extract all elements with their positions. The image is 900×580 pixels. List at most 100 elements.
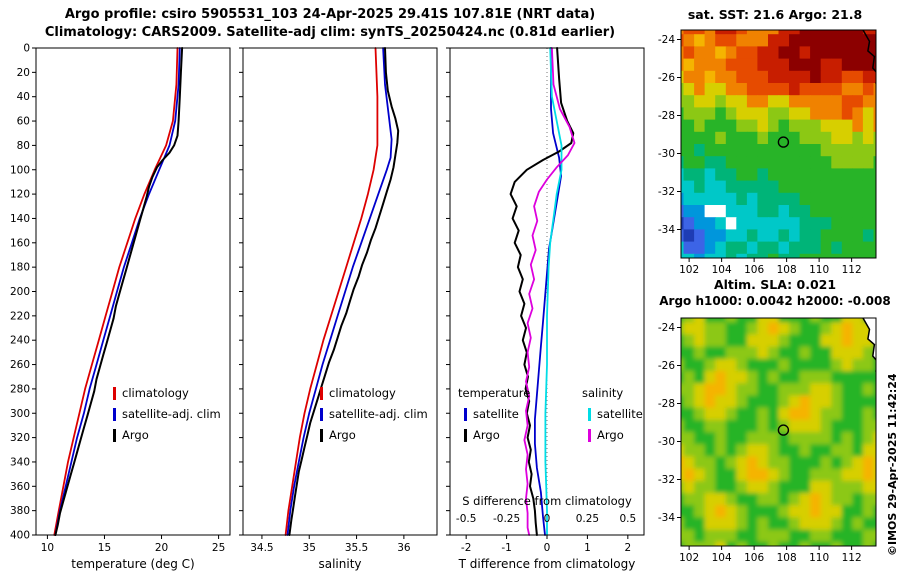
satellite-adj-clim-line [286, 47, 393, 536]
legend-label: satellite [597, 407, 643, 421]
lon-tick-label: 108 [777, 552, 797, 564]
s-diff-tick-label: -0.25 [493, 513, 520, 525]
legend-swatch [464, 408, 467, 421]
depth-tick-label: 260 [10, 359, 30, 371]
x-tick-label: -1 [501, 542, 511, 554]
x-tick-label: 2 [624, 542, 631, 554]
depth-tick-label: 340 [10, 456, 30, 468]
s-diff-tick-label: 0 [544, 513, 551, 525]
depth-tick-label: 20 [17, 67, 30, 79]
map-frame [680, 29, 877, 259]
lat-tick-label: -34 [658, 224, 675, 236]
salinity-profile-panel: 34.5 35 35.5 36 salinity climatology satellite… [239, 47, 438, 571]
depth-tick-label: 80 [17, 140, 30, 152]
legend-label: Argo [473, 428, 500, 442]
x-tick-label: 36 [397, 542, 411, 554]
coastline [862, 318, 876, 373]
lat-tick-label: -24 [658, 34, 675, 46]
argo-line [288, 47, 400, 536]
map-frame [680, 317, 877, 547]
legend-label: Argo [597, 428, 624, 442]
x-tick-label: -2 [461, 542, 471, 554]
t-diff-argo-line [509, 47, 575, 536]
climatology-line [53, 47, 179, 536]
legend-swatch [320, 408, 323, 421]
depth-tick-label: 320 [10, 432, 30, 444]
lat-tick-label: -30 [658, 148, 675, 160]
x-tick-label: 15 [98, 542, 111, 554]
legend-swatch [464, 429, 467, 442]
depth-tick-label: 300 [10, 408, 30, 420]
lat-tick-label: -32 [658, 474, 675, 486]
difference-profile-panel: -2 -1 0 1 2 T difference from climatology S di… [446, 47, 645, 571]
lon-tick-label: 112 [842, 264, 862, 276]
climatology-line [284, 47, 379, 536]
lon-tick-label: 108 [777, 264, 797, 276]
depth-tick-label: 220 [10, 310, 30, 322]
sst-cells [681, 30, 876, 258]
sst-map: 102 104 106 108 110 112 -24 -26 -28 -30 -32 -34 [658, 29, 877, 276]
depth-tick-label: 140 [10, 213, 30, 225]
s-diff-axis-label: S difference from climatology [462, 494, 632, 508]
x-tick-label: 35.5 [345, 542, 368, 554]
panel-frame [35, 47, 231, 536]
lon-tick-label: 110 [809, 264, 829, 276]
depth-tick-label: 200 [10, 286, 30, 298]
argo-line [54, 47, 184, 536]
sla-cells [681, 318, 876, 546]
legend-swatch [588, 408, 591, 421]
lon-tick-label: 106 [744, 264, 764, 276]
lon-tick-label: 106 [744, 552, 764, 564]
lat-tick-label: -34 [658, 512, 675, 524]
legend-swatch [320, 387, 323, 400]
argo-position-marker [777, 136, 790, 148]
sla-map: 102 104 106 108 110 112 -24 -26 -28 -30 -32 -34 [658, 317, 877, 564]
depth-tick-label: 0 [23, 43, 30, 55]
lon-tick-label: 102 [679, 264, 699, 276]
lat-tick-label: -28 [658, 110, 675, 122]
legend-label: Argo [122, 428, 149, 442]
legend-label: satellite [473, 407, 519, 421]
depth-tick-label: 60 [17, 116, 30, 128]
legend-label: satellite-adj. clim [329, 407, 428, 421]
coastline [862, 30, 876, 85]
lat-tick-label: -28 [658, 398, 675, 410]
lon-tick-label: 104 [712, 264, 732, 276]
sla-map-title-line1: Altim. SLA: 0.021 [713, 277, 837, 292]
lon-tick-label: 110 [809, 552, 829, 564]
legend-label: Argo [329, 428, 356, 442]
lon-tick-label: 112 [842, 552, 862, 564]
lat-tick-label: -30 [658, 436, 675, 448]
legend-header: temperature [458, 386, 530, 400]
land-area [863, 318, 876, 372]
x-tick-label: 20 [155, 542, 168, 554]
legend-swatch [588, 429, 591, 442]
depth-tick-label: 120 [10, 189, 30, 201]
s-diff-argo-line [523, 47, 576, 536]
temperature-profile-axis-label: temperature (deg C) [71, 557, 194, 571]
figure-title-line1: Argo profile: csiro 5905531_103 24-Apr-2… [64, 7, 596, 22]
lon-tick-label: 102 [679, 552, 699, 564]
depth-tick-label: 240 [10, 335, 30, 347]
lat-tick-label: -26 [658, 360, 675, 372]
s-diff-tick-label: 0.5 [619, 513, 636, 525]
legend-swatch [320, 429, 323, 442]
depth-tick-label: 160 [10, 237, 30, 249]
depth-tick-label: 40 [17, 91, 30, 103]
legend-label: climatology [329, 386, 396, 400]
sla-map-title-line2: Argo h1000: 0.0042 h2000: -0.008 [659, 294, 891, 308]
x-tick-label: 35 [303, 542, 316, 554]
depth-tick-label: 400 [10, 530, 30, 542]
legend-label: satellite-adj. clim [122, 407, 221, 421]
depth-tick-label: 360 [10, 481, 30, 493]
legend-label: climatology [122, 386, 189, 400]
lat-tick-label: -24 [658, 322, 675, 334]
legend-header: salinity [582, 386, 623, 400]
depth-tick-label: 100 [10, 164, 30, 176]
temperature-profile-panel: 0 20 40 60 80 100 120 140 160 180 200 220 240 260 280 3… [10, 43, 231, 571]
depth-tick-label: 380 [10, 505, 30, 517]
legend-swatch [113, 387, 116, 400]
lon-tick-label: 104 [712, 552, 732, 564]
